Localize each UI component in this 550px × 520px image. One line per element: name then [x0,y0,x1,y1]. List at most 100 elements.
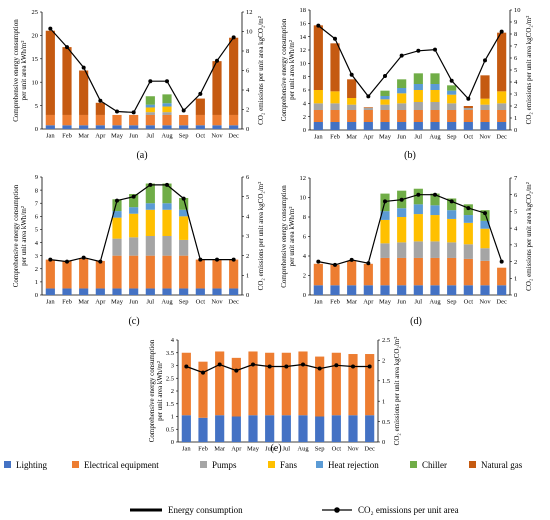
panel-label: (d) [410,316,422,327]
bar-lighting [447,285,457,295]
bar-lighting [413,285,423,295]
bar-heat-rejection [145,104,155,108]
bar-lighting [497,285,507,295]
x-tick-label: Nov [211,133,223,140]
x-tick-label: Sep [315,446,325,453]
bar-pumps [480,104,490,110]
bar-lighting [347,122,357,130]
co2-point [366,261,371,266]
bar-electrical [380,257,390,286]
x-tick-label: Dec [228,133,239,140]
bar-electrical [212,259,222,289]
co2-point [184,364,189,369]
bar-electrical [112,255,122,289]
x-tick-label: Oct [332,446,342,453]
co2-point [48,26,53,31]
chart-panel-5: 0 0.5 1 1.5 2 2.5 3 3.5 4 0 0.5 1 1.5 2 2.5 Jan Feb Mar Ap… [148,337,401,454]
bar-pumps [413,102,423,110]
co2-point [367,364,372,369]
bar-natural-gas [313,25,323,90]
bar-lighting [331,415,341,442]
bar-natural-gas [229,37,239,115]
y-tick-label: 8 [303,74,306,81]
bar-natural-gas [79,70,89,115]
bar-lighting [231,416,241,442]
x-tick-label: Sep [447,134,457,141]
legend-fans: Fans [268,460,298,470]
x-tick-label: Mar [214,446,226,453]
bar-electrical [430,110,440,122]
bar-lighting [45,288,55,295]
y2-tick-label: 2 [514,259,517,266]
y-tick-label: 10 [300,195,307,202]
co2-point [349,257,354,262]
co2-point [115,198,119,203]
bar-electrical [112,114,122,126]
bar-lighting [348,415,358,442]
bar-electrical [62,260,72,289]
x-tick-label: Dec [364,446,375,453]
bar-chiller [162,183,172,204]
bar-fans [145,209,155,236]
co2-point [284,364,289,369]
co2-point [449,78,454,83]
bar-lighting [380,285,390,295]
y-tick-label: 9 [35,174,38,181]
bar-electrical [397,257,407,286]
x-tick-label: Aug [429,299,441,306]
bar-heat-rejection [430,84,440,90]
legend-co2: CO₂ emissions per unit area [322,505,459,515]
y-tick-label: 8 [303,214,306,221]
bar-chiller [145,96,155,105]
bar-electrical [281,352,291,416]
y2-tick-label: 0 [514,292,517,299]
x-tick-label: Jan [182,446,191,453]
y2-axis-title: CO₂ emissions per unit area kgCO₂/m² [525,182,533,291]
bar-fans [497,91,507,104]
bar-electrical [365,354,375,416]
co2-point [148,79,153,84]
x-tick-label: Aug [429,134,441,141]
bar-lighting [129,288,139,295]
bar-lighting [162,125,172,129]
co2-point [449,199,454,204]
co2-line [50,184,234,263]
bar-pumps [145,112,155,115]
bar-lighting [363,122,373,130]
bar-heat-rejection [447,210,457,219]
y2-tick-label: 1.5 [382,378,390,385]
bar-heat-rejection [162,103,172,107]
y2-tick-label: 4 [246,87,250,94]
x-tick-label: Aug [161,133,173,140]
co2-point [48,257,53,262]
bar-pumps [162,112,172,115]
bar-electrical [447,110,457,122]
bar-heat-rejection [447,90,457,95]
bar-electrical [463,110,473,122]
co2-point [317,366,322,371]
y-axis-title-line2: per unit area kWh/m² [20,41,28,101]
y2-tick-label: 4 [514,225,518,232]
bar-heat-rejection [430,205,440,216]
x-tick-label: Oct [464,299,474,306]
y2-tick-label: 2 [382,358,385,365]
x-tick-label: Nov [347,446,359,453]
x-tick-label: Jul [415,134,423,141]
bar-electrical [212,114,222,126]
svg-text:Electrical equipment: Electrical equipment [84,460,159,470]
y-tick-label: 1 [35,279,38,286]
co2-point [231,257,236,262]
y-axis-title-line1: Comprehensive energy consumption [280,18,288,121]
y2-tick-label: 3 [514,91,517,98]
x-tick-label: Nov [479,134,491,141]
bar-fans [480,228,490,249]
bar-fans [112,217,122,239]
bar-fans [129,213,139,238]
y-axis-title-line2: per unit area kWh/m² [20,206,28,266]
y2-tick-label: 6 [514,192,518,199]
bar-lighting [313,122,323,130]
y2-tick-label: 4 [514,79,518,86]
